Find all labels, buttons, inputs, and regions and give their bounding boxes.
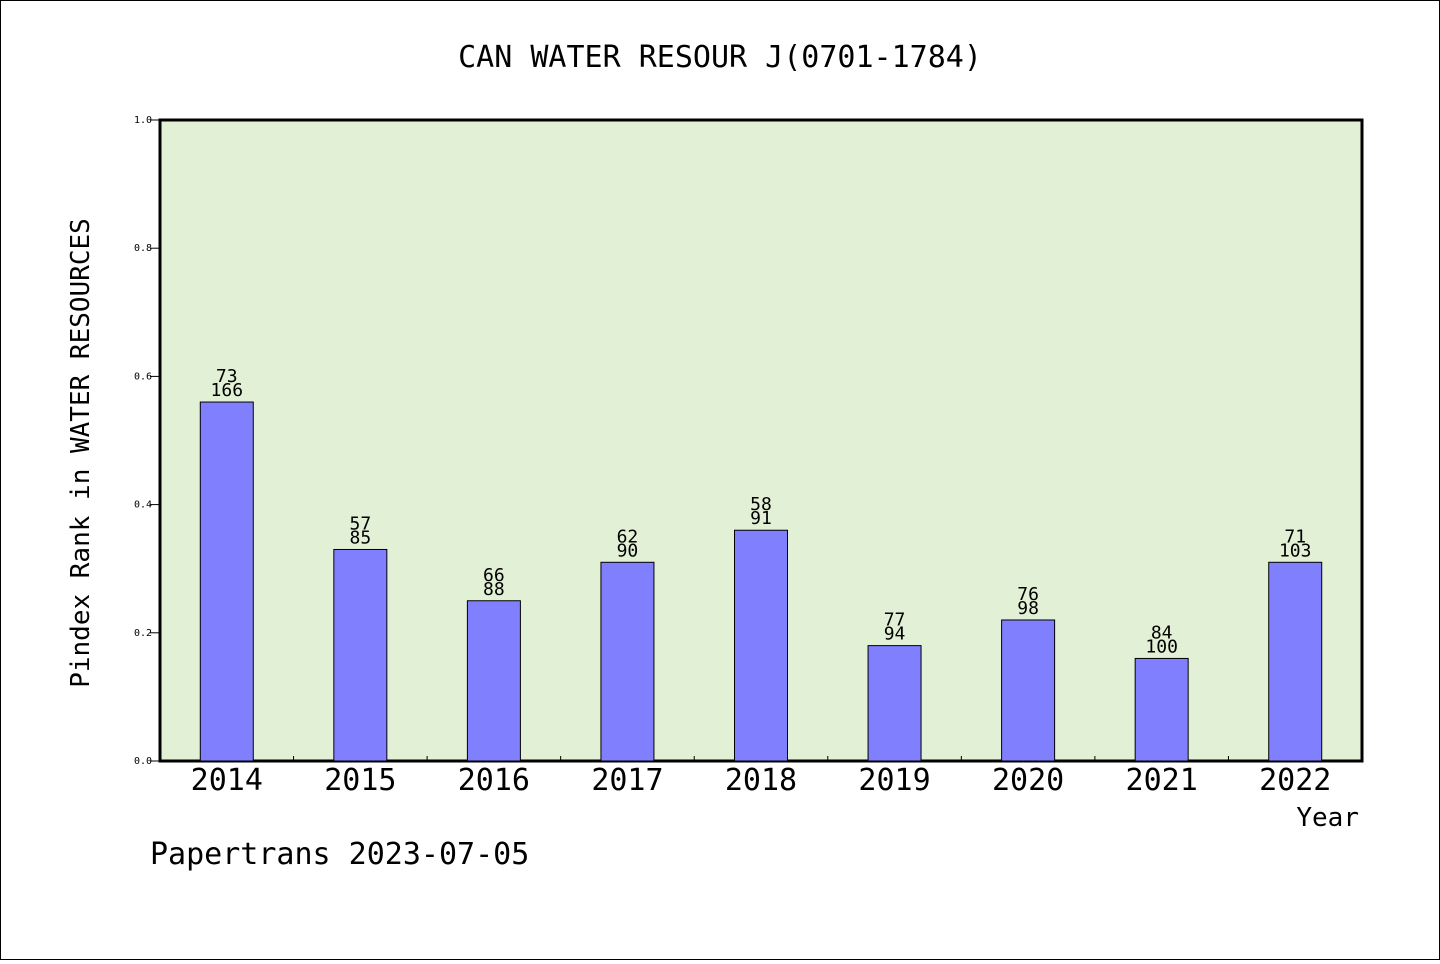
chart-title: CAN WATER RESOUR J(0701-1784) [458, 40, 982, 75]
bar-label-top: 62 [617, 526, 639, 547]
bar [600, 561, 655, 762]
y-axis: 0.0 0.2 0.4 0.6 0.8 1.0 [134, 115, 160, 767]
x-tick-label: 2018 [725, 763, 797, 798]
x-axis: 2014 2015 2016 2017 2018 2019 2020 2021 2022 [191, 756, 1331, 798]
bar-label-bottom: 85 [349, 527, 371, 548]
x-tick-label: 2022 [1259, 763, 1331, 798]
x-tick-label: 2019 [858, 763, 930, 798]
y-tick-label: 0.8 [134, 243, 152, 254]
bar [1268, 561, 1323, 762]
x-tick-label: 2014 [191, 763, 263, 798]
bar [466, 600, 521, 762]
x-tick-label: 2020 [992, 763, 1064, 798]
bar-label-bottom: 91 [750, 508, 772, 529]
bar-label-bottom: 90 [617, 540, 639, 561]
bar [333, 548, 388, 762]
bar-label-bottom: 100 [1145, 636, 1178, 657]
bar [199, 401, 254, 762]
bar-label-top: 84 [1151, 622, 1173, 643]
bar-label-top: 57 [349, 513, 371, 534]
x-axis-label: Year [1296, 803, 1359, 833]
bar [1001, 619, 1056, 762]
bar-label-bottom: 94 [884, 624, 906, 645]
bar-label-top: 77 [884, 610, 906, 631]
y-tick-label: 0.4 [134, 500, 152, 511]
bar-label-top: 58 [750, 494, 772, 515]
bar-label-top: 71 [1284, 526, 1306, 547]
y-tick-label: 0.2 [134, 628, 152, 639]
y-tick-label: 1.0 [134, 115, 152, 126]
y-tick-label: 0.6 [134, 371, 152, 382]
x-tick-label: 2015 [324, 763, 396, 798]
bar [867, 645, 922, 762]
bar-label-bottom: 98 [1017, 598, 1039, 619]
y-axis-label: Pindex Rank in WATER RESOURCES [66, 218, 96, 688]
bar-label-bottom: 88 [483, 579, 505, 600]
x-tick-label: 2017 [591, 763, 663, 798]
bar-label-top: 66 [483, 565, 505, 586]
y-tick-label: 0.0 [134, 756, 152, 767]
bar-label-top: 73 [216, 366, 238, 387]
bar-label-top: 76 [1017, 584, 1039, 605]
footer-text: Papertrans 2023-07-05 [150, 837, 529, 872]
x-tick-label: 2016 [458, 763, 530, 798]
x-tick-label: 2021 [1126, 763, 1198, 798]
bar-label-bottom: 166 [211, 380, 244, 401]
bar [1134, 657, 1189, 762]
bar [734, 529, 788, 762]
bar-label-bottom: 103 [1279, 540, 1312, 561]
